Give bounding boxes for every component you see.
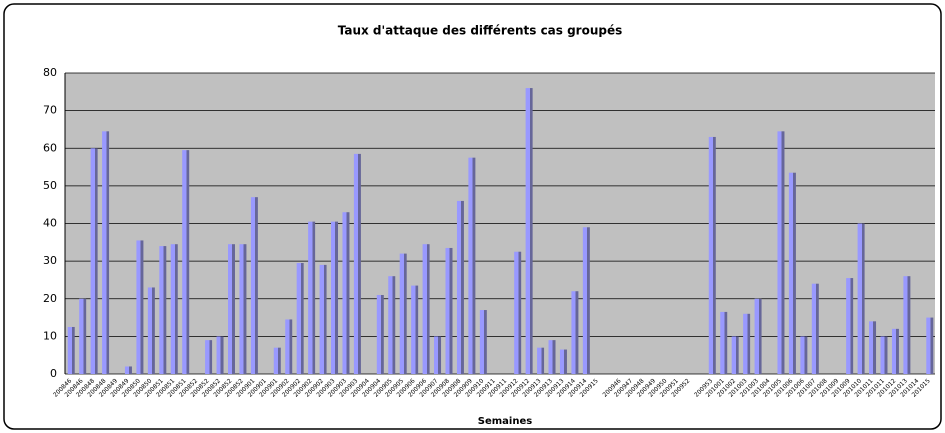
chart-title: Taux d'attaque des différents cas groupé… [338, 24, 623, 38]
bar [548, 340, 556, 374]
bar [124, 366, 132, 374]
bar [582, 227, 590, 374]
bar [754, 298, 762, 374]
y-tick-label: 0 [50, 367, 57, 380]
bar [79, 298, 87, 374]
bar [159, 246, 167, 374]
bar [559, 349, 567, 374]
bar [376, 294, 384, 374]
x-axis-label: Semaines [478, 416, 532, 427]
bar [434, 336, 442, 374]
bar [411, 285, 419, 374]
bar [399, 253, 407, 374]
bar [308, 221, 316, 374]
bar [708, 136, 716, 374]
bar [353, 153, 361, 374]
bar [479, 310, 487, 374]
bar [102, 131, 110, 374]
bar [273, 347, 281, 374]
bar [67, 326, 75, 374]
y-tick-label: 30 [43, 254, 57, 267]
bar [296, 263, 304, 374]
bar [720, 311, 728, 374]
bar [147, 287, 155, 374]
y-tick-label: 60 [43, 141, 57, 154]
bar [846, 278, 854, 374]
bar [388, 276, 396, 374]
y-tick-label: 70 [43, 104, 57, 117]
y-tick-label: 10 [43, 329, 57, 342]
bar [869, 321, 877, 374]
bar [90, 148, 98, 374]
bar [731, 336, 739, 374]
bar [170, 244, 178, 374]
bar [903, 276, 911, 374]
y-tick-label: 40 [43, 217, 57, 230]
bar [800, 336, 808, 374]
bar [182, 150, 190, 374]
bar [880, 336, 888, 374]
bar [525, 88, 533, 375]
bar [514, 251, 522, 374]
bar [227, 244, 235, 374]
bar [319, 264, 327, 374]
bar [205, 340, 213, 374]
bar [743, 313, 751, 374]
bar [926, 317, 934, 374]
y-tick-label: 80 [43, 66, 57, 79]
bar [537, 347, 545, 374]
bar [239, 244, 247, 374]
y-tick-label: 50 [43, 179, 57, 192]
bar [891, 328, 899, 374]
bar [857, 223, 865, 374]
bar [422, 244, 430, 374]
bar [788, 172, 796, 374]
bar [571, 291, 579, 374]
bar [136, 240, 144, 374]
y-tick-label: 20 [43, 292, 57, 305]
bar [468, 157, 476, 374]
bar [445, 247, 453, 374]
bar [250, 197, 258, 374]
bar [342, 212, 350, 374]
bar [331, 221, 339, 374]
bar [811, 283, 819, 374]
bar [456, 200, 464, 374]
bar [216, 336, 224, 374]
bar [285, 319, 293, 374]
bar [777, 131, 785, 374]
